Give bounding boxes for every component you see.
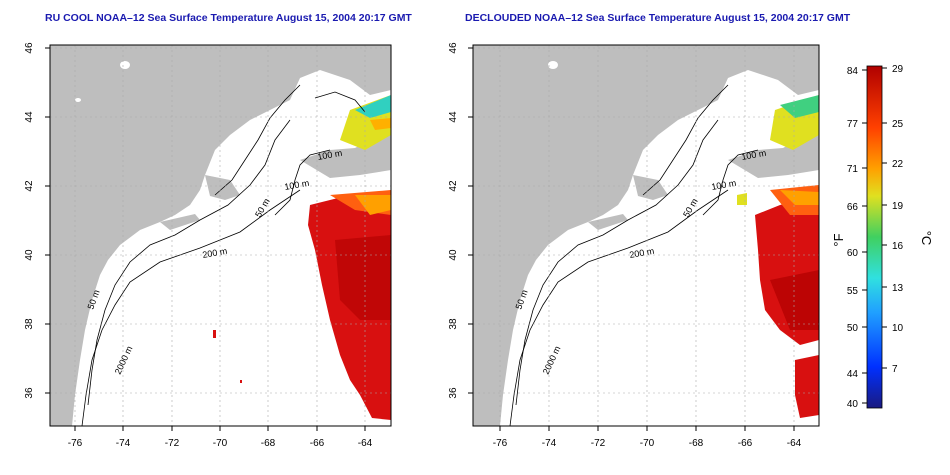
fahrenheit-tick: 84 [847,66,859,77]
left-panel-title: RU COOL NOAA–12 Sea Surface Temperature … [45,12,412,24]
contour-label: 100 m [317,148,343,162]
fahrenheit-tick: 66 [847,202,859,213]
lat-tick-label: 42 [24,180,35,192]
left-map-panel: 100 m 100 m 50 m 200 m 50 m 2000 m -76 -… [24,42,392,449]
right-map-panel: 100 m 100 m 50 m 200 m 50 m 2000 m -76 -… [448,42,820,449]
lon-tick-label: -74 [116,438,131,449]
contour-200m [81,189,301,426]
fahrenheit-tick: 50 [847,323,859,334]
celsius-tick: 22 [892,159,904,170]
lon-tick-label: -70 [213,438,228,449]
lon-tick-label: -64 [787,438,802,449]
lat-tick-label: 46 [448,42,459,54]
celsius-tick: 7 [892,364,898,375]
celsius-tick: 25 [892,119,904,130]
celsius-tick: 13 [892,283,904,294]
lon-tick-label: -74 [542,438,557,449]
lon-tick-label: -68 [689,438,704,449]
fahrenheit-tick: 55 [847,286,859,297]
lat-tick-label: 36 [24,387,35,399]
temperature-colorbar: 84 77 71 66 60 55 50 44 40 29 25 22 19 1… [831,64,934,410]
celsius-label: °C [919,231,934,246]
contour-label: 200 m [202,246,228,260]
land-mass [50,45,391,426]
land-mass [473,45,819,426]
lat-tick-label: 44 [24,111,35,123]
contour-label: 200 m [629,246,655,260]
lat-tick-label: 46 [24,42,35,54]
lon-tick-label: -66 [310,438,325,449]
fahrenheit-label: °F [831,233,846,246]
lat-tick-label: 44 [448,111,459,123]
fahrenheit-tick: 40 [847,399,859,410]
right-panel-title: DECLOUDED NOAA–12 Sea Surface Temperatur… [465,12,851,24]
lat-tick-label: 36 [448,387,459,399]
lat-tick-label: 42 [448,180,459,192]
contour-label: 100 m [711,178,737,192]
fahrenheit-tick: 71 [847,164,859,175]
celsius-tick: 29 [892,64,904,75]
lat-tick-label: 38 [448,318,459,330]
lon-tick-label: -76 [493,438,508,449]
lon-tick-label: -72 [165,438,180,449]
lat-tick-label: 38 [24,318,35,330]
lon-tick-label: -68 [261,438,276,449]
contour-label: 100 m [284,178,310,192]
lon-tick-label: -64 [358,438,373,449]
lon-tick-label: -72 [591,438,606,449]
celsius-tick: 19 [892,201,904,212]
lat-tick-label: 40 [448,249,459,261]
contour-label: 100 m [741,148,767,162]
celsius-tick: 10 [892,323,904,334]
lon-tick-label: -66 [738,438,753,449]
lon-tick-label: -70 [640,438,655,449]
fahrenheit-tick: 44 [847,369,859,380]
fahrenheit-tick: 77 [847,119,859,130]
celsius-tick: 16 [892,241,904,252]
lat-tick-label: 40 [24,249,35,261]
fahrenheit-tick: 60 [847,248,859,259]
lon-tick-label: -76 [68,438,83,449]
